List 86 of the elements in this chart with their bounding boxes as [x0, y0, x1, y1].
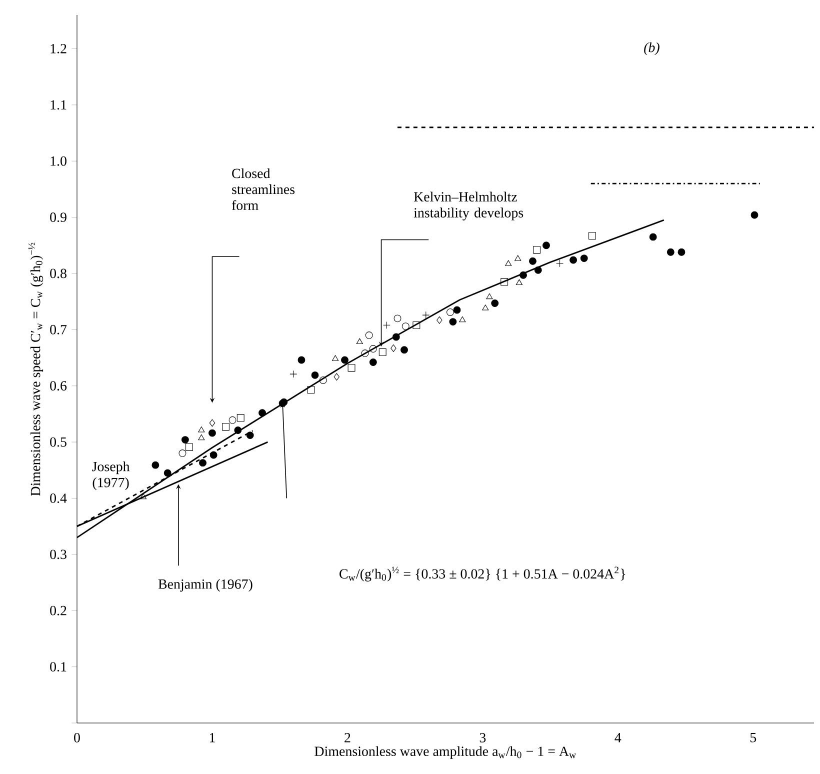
point [580, 254, 588, 262]
point [516, 279, 522, 286]
point [446, 308, 454, 316]
point [298, 356, 306, 364]
point [500, 278, 508, 286]
point [152, 461, 160, 469]
point [400, 346, 408, 354]
point [140, 493, 147, 500]
point [178, 450, 186, 457]
point [402, 322, 410, 330]
point [332, 355, 339, 361]
point [588, 232, 596, 240]
point [369, 345, 377, 352]
annotation: Kelvin–Helmholtz instability develops [414, 192, 524, 220]
y-tick-label: 0.3 [50, 550, 66, 560]
point [234, 426, 242, 434]
y-tick-label: 0.6 [50, 381, 67, 391]
x-tick-label: 5 [750, 733, 756, 742]
point [307, 386, 315, 394]
point [209, 419, 216, 427]
x-tick-label: 1 [210, 733, 215, 742]
y-tick-label: 0.8 [50, 268, 66, 278]
point [378, 348, 386, 356]
point [520, 271, 527, 279]
point [365, 332, 373, 339]
point [449, 318, 457, 326]
point [486, 293, 493, 300]
point [208, 429, 216, 437]
y-tick-label: 0.4 [50, 494, 67, 503]
point [453, 306, 461, 314]
point [246, 432, 254, 440]
y-axis-title: Dimensionless wave speed C′$_{w}$ = C$_{w}$ (g′h$_{0}$)$^{−½}$ [28, 242, 44, 496]
y-tick-label: 1.0 [50, 156, 66, 166]
point [319, 376, 327, 384]
series-label: Joseph (1977) [92, 461, 130, 490]
point [198, 434, 205, 440]
point [649, 233, 657, 241]
x-tick-label: 0 [74, 733, 80, 742]
point [570, 256, 578, 264]
text: Benjamin (1967) [158, 579, 252, 592]
point [334, 373, 340, 381]
annotation: Closed streamlines form [232, 168, 295, 210]
point [198, 426, 205, 432]
point [222, 423, 230, 431]
point [529, 257, 536, 265]
point [678, 248, 686, 256]
point [436, 316, 442, 324]
y-tick-label: 0.9 [50, 212, 66, 222]
point [750, 211, 758, 219]
point [505, 260, 512, 266]
point [514, 255, 522, 261]
point [482, 304, 489, 310]
point [369, 358, 377, 366]
y-tick-label: 0.1 [50, 662, 66, 672]
point [542, 242, 550, 250]
x-axis-title: Dimensionless wave amplitude a$_{w}$/h$_{0}$ − 1 = A$_{w}$ [314, 746, 576, 759]
point [533, 246, 541, 254]
point [199, 459, 206, 467]
point [356, 338, 363, 344]
point [311, 371, 319, 379]
point [390, 344, 396, 352]
point [341, 356, 348, 364]
point [392, 333, 400, 341]
y-tick-label: 1.2 [50, 44, 66, 54]
point [348, 364, 356, 372]
point [666, 248, 674, 256]
point [394, 314, 402, 322]
y-tick-label: 0.7 [50, 324, 67, 334]
y-tick-label: 1.1 [50, 100, 66, 110]
point [164, 469, 172, 477]
annotation: (b) [644, 42, 660, 56]
x-tick-label: 3 [480, 733, 486, 742]
point [210, 451, 218, 459]
point [459, 316, 466, 322]
point [361, 350, 369, 357]
x-tick-label: 4 [614, 733, 622, 742]
x-tick-label: 2 [344, 733, 350, 742]
point [412, 321, 420, 329]
point [186, 443, 193, 451]
y-tick-label: 0.5 [50, 437, 66, 447]
text: C$_{w}$/(g′h$_{0}$)$^{½}$ = {0.33 ± 0.02} {1 + 0.51A − 0.024A$^{2}$} [340, 566, 626, 582]
point [181, 436, 189, 444]
point [258, 409, 266, 417]
y-tick-label: 0.2 [50, 606, 66, 616]
point [534, 266, 542, 274]
point [491, 300, 499, 307]
